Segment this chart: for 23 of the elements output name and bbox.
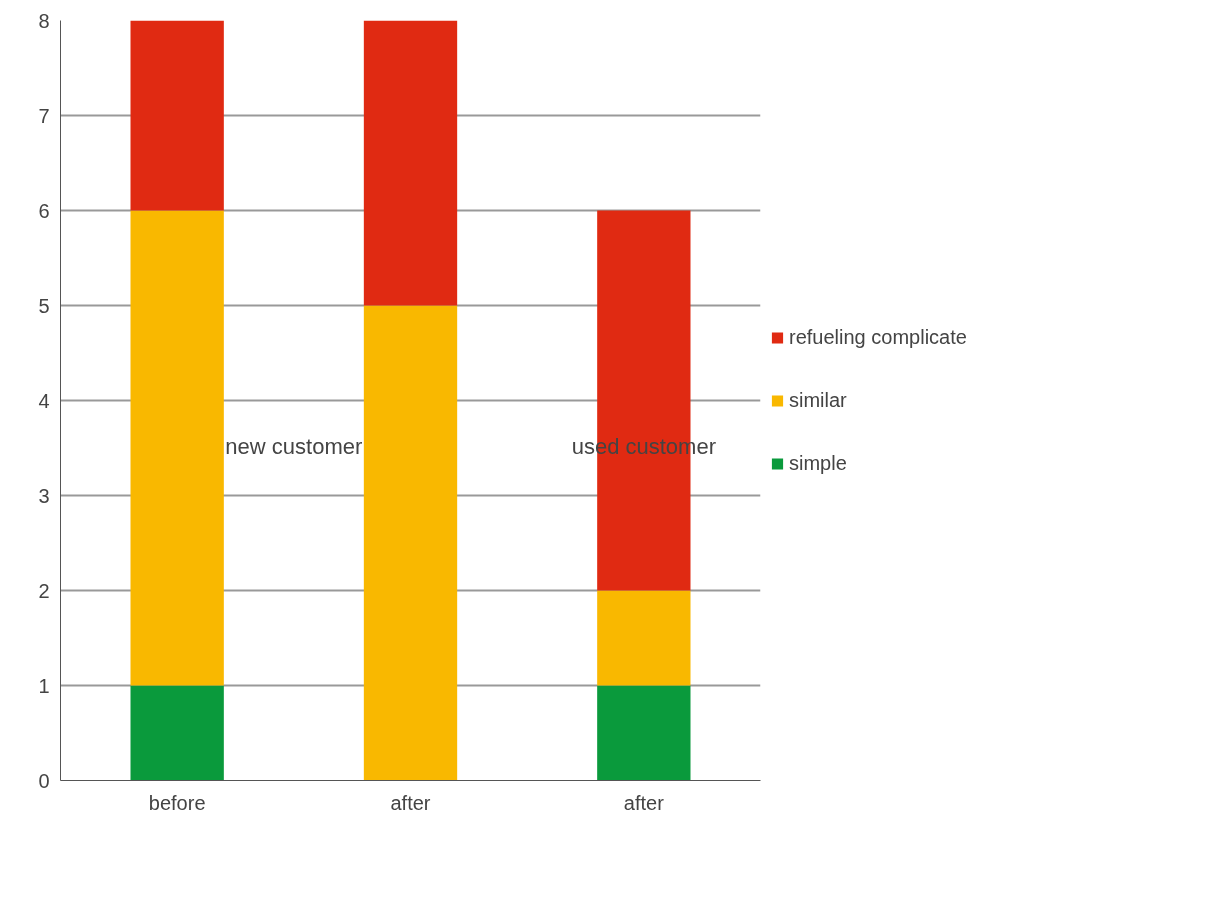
y-tick-label: 6 (38, 199, 50, 222)
legend-label: refueling complicate (789, 325, 967, 349)
bar (130, 210, 224, 686)
x-tick-label: before (148, 791, 206, 814)
y-tick-label: 8 (38, 9, 50, 32)
y-tick-label: 4 (38, 389, 50, 412)
bar (363, 305, 458, 781)
y-tick-label: 0 (38, 769, 50, 792)
x-tick-label: after (623, 791, 665, 814)
legend-label: simple (789, 451, 847, 475)
x-tick-label: after (390, 791, 431, 814)
legend-label: similar (789, 388, 847, 412)
y-tick-label: 5 (38, 294, 50, 317)
bar (130, 20, 224, 211)
bar (363, 20, 458, 306)
y-tick-label: 1 (38, 674, 50, 697)
y-tick-label: 7 (38, 104, 50, 127)
bar (597, 685, 691, 781)
bar (130, 685, 224, 781)
y-tick-label: 2 (38, 579, 50, 602)
y-tick-label: 3 (38, 484, 50, 507)
bar (597, 590, 691, 686)
annotation: new customer (225, 433, 363, 459)
